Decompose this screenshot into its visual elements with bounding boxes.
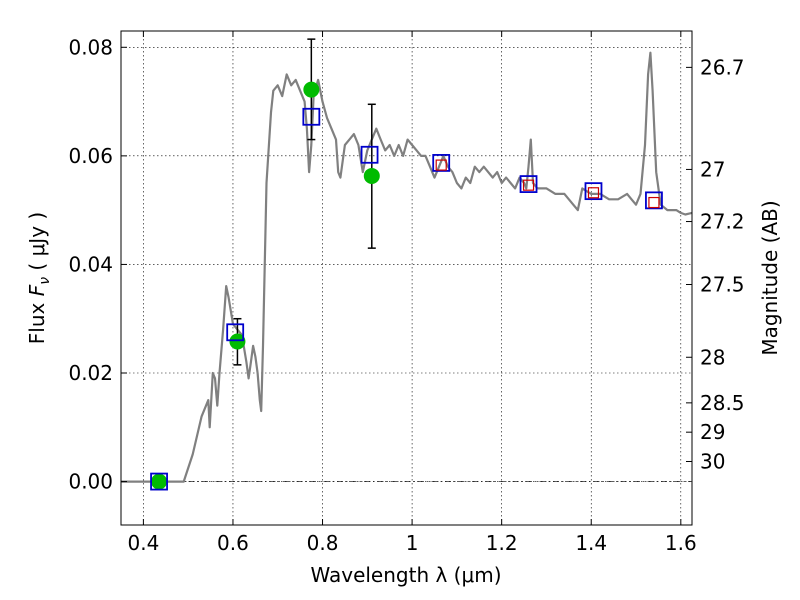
model-flux-square [522,179,535,191]
y-tick-label: 0.02 [68,361,113,385]
synthetic-flux-square [150,472,168,491]
model-flux-square [648,196,660,209]
model-spectrum-line [121,51,692,483]
axis-ticks: 0.4 0.6 0.8 1 1.2 1.4 1.6 0.00 0.02 0.04 0.06 0.08 2… [68,31,745,555]
x-tick-label: 1.2 [486,531,518,555]
y-tick-label: 0.08 [68,35,113,59]
y-tick-label: 0.04 [68,252,113,276]
plot-area [121,38,692,491]
y-axis-label-symbol: F [25,284,49,296]
y2-tick-label: 28.5 [700,391,745,415]
x-tick-label: 0.4 [127,531,159,555]
y-axis-label-subscript: ν [37,277,53,285]
y-axis-label-unit: ( μJy ) [25,212,49,277]
plot-background [121,31,692,525]
synthetic-flux-square [302,107,321,126]
observed-flux-dot [151,473,168,490]
y-tick-label: 0.00 [68,470,113,494]
x-axis-label: Wavelength λ (μm) [310,563,501,587]
synthetic-flux-square [519,175,538,193]
y2-tick-label: 27 [700,157,725,181]
synthetic-flux-square [584,182,603,201]
observed-flux-dot [303,81,320,98]
y2-tick-label: 27.2 [700,210,745,234]
synthetic-flux-square [360,145,379,164]
y2-tick-label: 30 [700,449,725,473]
synthetic-flux-square [226,323,245,342]
y-axis-label: Flux Fν ( μJy ) [25,212,53,344]
y-axis-label-text: Flux [25,296,49,344]
x-tick-label: 1.6 [665,531,697,555]
x-tick-label: 1 [406,531,419,555]
y-tick-label: 0.06 [68,144,113,168]
observed-flux-dot [229,333,246,350]
synthetic-flux-square [645,191,663,210]
model-flux-square [435,159,447,171]
y2-tick-label: 29 [700,420,725,444]
synthetic-flux-square [432,154,451,172]
y2-tick-label: 26.7 [700,55,745,79]
observed-flux-dot [363,167,380,184]
y2-axis-label: Magnitude (AB) [758,200,782,355]
y2-tick-label: 27.5 [700,273,745,297]
x-tick-label: 1.4 [575,531,607,555]
model-flux-square [587,187,600,199]
plot-frame [120,30,693,526]
x-tick-label: 0.6 [217,531,249,555]
y2-tick-label: 28 [700,345,725,369]
x-tick-label: 0.8 [307,531,339,555]
